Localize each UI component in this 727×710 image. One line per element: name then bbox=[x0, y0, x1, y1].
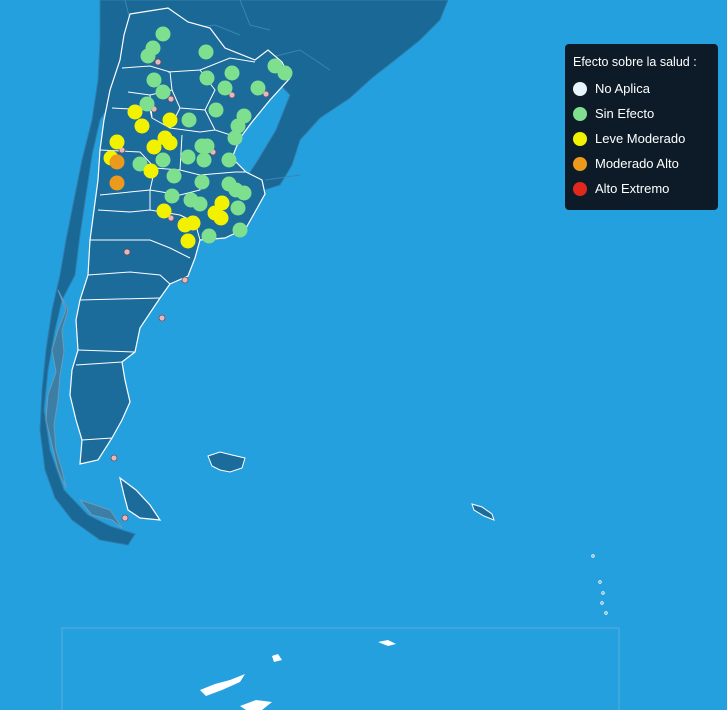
station-markers bbox=[103, 26, 293, 249]
station-marker[interactable] bbox=[146, 72, 162, 88]
station-marker[interactable] bbox=[232, 222, 248, 238]
station-marker[interactable] bbox=[199, 70, 215, 86]
legend-dot-alto-extremo bbox=[573, 181, 587, 196]
station-marker[interactable] bbox=[166, 168, 182, 184]
station-marker[interactable] bbox=[221, 152, 237, 168]
station-marker[interactable] bbox=[156, 203, 172, 219]
legend-label: Moderado Alto bbox=[595, 156, 679, 171]
legend-label: Alto Extremo bbox=[595, 181, 670, 196]
station-marker[interactable] bbox=[155, 84, 171, 100]
legend-item-moderado-alto[interactable]: Moderado Alto bbox=[573, 151, 710, 176]
station-marker[interactable] bbox=[250, 80, 266, 96]
neighbor-countries bbox=[39, 0, 449, 546]
legend: Efecto sobre la salud : No Aplica Sin Ef… bbox=[565, 44, 718, 210]
station-marker[interactable] bbox=[134, 118, 150, 134]
legend-dot-no-aplica bbox=[573, 81, 587, 96]
legend-title: Efecto sobre la salud : bbox=[573, 55, 697, 69]
antarctic-sector-frame bbox=[61, 627, 620, 710]
station-marker[interactable] bbox=[164, 188, 180, 204]
station-marker[interactable] bbox=[177, 217, 193, 233]
station-marker[interactable] bbox=[155, 152, 171, 168]
legend-dot-leve-moderado bbox=[573, 131, 587, 146]
legend-dot-sin-efecto bbox=[573, 106, 587, 121]
station-marker[interactable] bbox=[146, 139, 162, 155]
station-marker[interactable] bbox=[201, 228, 217, 244]
station-marker[interactable] bbox=[236, 185, 252, 201]
station-marker[interactable] bbox=[109, 134, 125, 150]
station-marker[interactable] bbox=[208, 102, 224, 118]
legend-label: No Aplica bbox=[595, 81, 650, 96]
station-marker[interactable] bbox=[194, 174, 210, 190]
tierra-del-fuego bbox=[119, 476, 162, 521]
markers-sin-efecto bbox=[132, 26, 293, 244]
station-marker[interactable] bbox=[230, 200, 246, 216]
station-marker[interactable] bbox=[277, 65, 293, 81]
markers-moderado-alto bbox=[109, 154, 125, 191]
legend-item-leve-moderado[interactable]: Leve Moderado bbox=[573, 126, 710, 151]
station-marker[interactable] bbox=[140, 48, 156, 64]
station-marker[interactable] bbox=[192, 196, 208, 212]
station-marker[interactable] bbox=[227, 130, 243, 146]
station-marker[interactable] bbox=[213, 210, 229, 226]
legend-item-alto-extremo[interactable]: Alto Extremo bbox=[573, 176, 710, 201]
station-marker[interactable] bbox=[162, 112, 178, 128]
legend-item-sin-efecto[interactable]: Sin Efecto bbox=[573, 101, 710, 126]
station-marker[interactable] bbox=[139, 96, 155, 112]
legend-label: Leve Moderado bbox=[595, 131, 686, 146]
station-marker[interactable] bbox=[132, 156, 148, 172]
station-marker[interactable] bbox=[196, 152, 212, 168]
legend-item-no-aplica[interactable]: No Aplica bbox=[573, 76, 710, 101]
station-marker[interactable] bbox=[181, 112, 197, 128]
station-marker[interactable] bbox=[180, 149, 196, 165]
station-marker[interactable] bbox=[162, 135, 178, 151]
station-marker[interactable] bbox=[155, 26, 171, 42]
malvinas-islands bbox=[207, 451, 246, 473]
station-marker[interactable] bbox=[109, 154, 125, 170]
legend-dot-moderado-alto bbox=[573, 156, 587, 171]
station-marker[interactable] bbox=[127, 104, 143, 120]
antarctic-islands bbox=[200, 640, 396, 710]
south-atlantic-islands bbox=[207, 451, 608, 615]
station-marker[interactable] bbox=[224, 65, 240, 81]
station-marker[interactable] bbox=[199, 138, 215, 154]
south-georgia-island bbox=[471, 503, 495, 521]
station-marker[interactable] bbox=[217, 80, 233, 96]
chile-coast-islands bbox=[45, 289, 123, 529]
station-marker[interactable] bbox=[230, 118, 246, 134]
legend-label: Sin Efecto bbox=[595, 106, 655, 121]
station-marker[interactable] bbox=[109, 175, 125, 191]
station-marker[interactable] bbox=[180, 233, 196, 249]
station-marker[interactable] bbox=[198, 44, 214, 60]
station-marker[interactable] bbox=[143, 163, 159, 179]
